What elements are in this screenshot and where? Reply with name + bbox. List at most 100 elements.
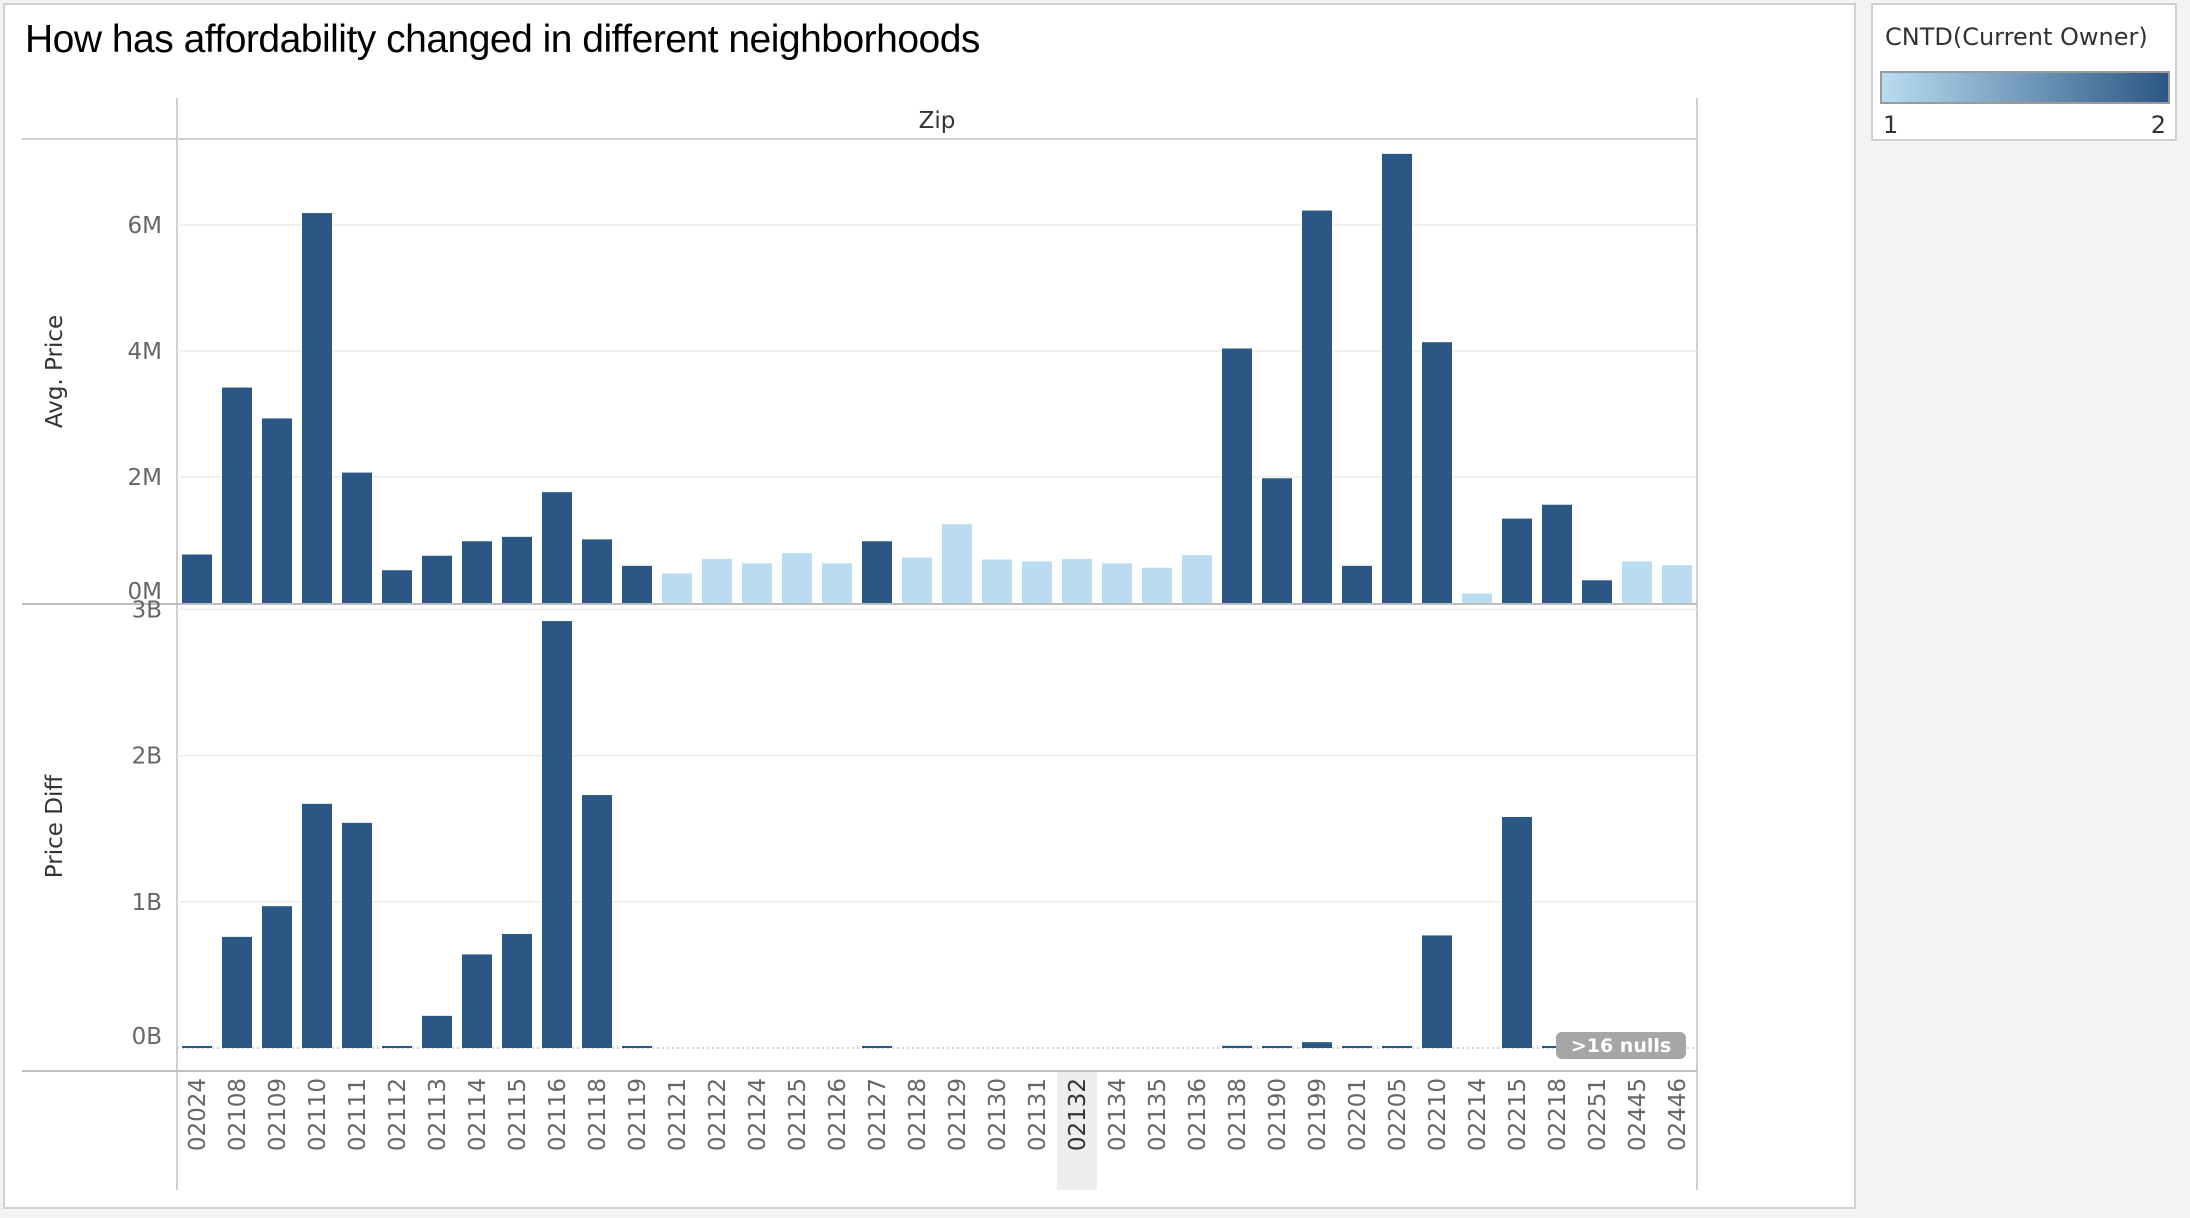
bar-02115 <box>502 933 532 1048</box>
bar-02205 <box>1382 153 1412 603</box>
x-tick-label: 02122 <box>705 1078 731 1151</box>
bar-02445 <box>1622 561 1652 603</box>
y-tick-label: 1B <box>132 890 162 916</box>
bar-02201 <box>1342 565 1372 603</box>
bar-02116 <box>542 621 572 1048</box>
bar-02205 <box>1382 1046 1412 1048</box>
bar-02138 <box>1222 348 1252 603</box>
bar-02113 <box>422 1015 452 1048</box>
x-tick-label: 02116 <box>545 1078 571 1151</box>
x-tick-label: 02134 <box>1105 1078 1131 1151</box>
x-tick-label: 02125 <box>785 1078 811 1151</box>
bar-02119 <box>622 565 652 603</box>
bar-chart[interactable]: Zip 0M 2M 4M 6M Avg. Price 0B 1B 2B 3B Price Diff >… <box>0 0 1860 1218</box>
y-axis-label: Avg. Price <box>42 315 68 428</box>
y-axis-label: Price Diff <box>42 774 68 879</box>
x-tick-label: 02210 <box>1425 1078 1451 1151</box>
x-tick-label: 02131 <box>1025 1078 1051 1151</box>
x-tick-label: 02205 <box>1385 1078 1411 1151</box>
x-tick-label: 02115 <box>505 1078 531 1151</box>
bar-02251 <box>1582 580 1612 603</box>
bar-02114 <box>462 541 492 603</box>
legend-title: CNTD(Current Owner) <box>1885 23 2148 51</box>
page-title: How has affordability changed in differe… <box>25 18 980 61</box>
bar-02108 <box>222 387 252 603</box>
x-tick-label: 02112 <box>385 1078 411 1151</box>
bar-02134 <box>1102 563 1132 603</box>
bar-02210 <box>1422 342 1452 603</box>
bar-02112 <box>382 1046 412 1048</box>
bar-02215 <box>1502 816 1532 1048</box>
bar-02190 <box>1262 1046 1292 1048</box>
bar-02129 <box>942 524 972 603</box>
x-tick-label: 02138 <box>1225 1078 1251 1151</box>
x-tick-label: 02132 <box>1065 1078 1091 1151</box>
y-tick-label: 4M <box>128 339 162 365</box>
legend-max-label: 2 <box>2150 111 2166 139</box>
y-tick-label: 2B <box>132 744 162 770</box>
bar-02108 <box>222 936 252 1048</box>
legend-gradient-bar <box>1880 71 2170 104</box>
x-tick-label: 02215 <box>1505 1078 1531 1151</box>
x-tick-label: 02121 <box>665 1078 691 1151</box>
bar-02190 <box>1262 478 1292 603</box>
bar-02218 <box>1542 504 1572 603</box>
x-tick-label: 02126 <box>825 1078 851 1151</box>
x-tick-label: 02024 <box>185 1078 211 1151</box>
x-tick-label: 02111 <box>345 1078 371 1151</box>
bar-02109 <box>262 906 292 1048</box>
x-tick-label: 02251 <box>1585 1078 1611 1151</box>
x-tick-label: 02130 <box>985 1078 1011 1151</box>
x-tick-label: 02129 <box>945 1078 971 1151</box>
x-tick-label: 02113 <box>425 1078 451 1151</box>
highlighted-column <box>1057 1072 1097 1190</box>
color-legend[interactable]: CNTD(Current Owner) 1 2 <box>1871 3 2177 141</box>
y-tick-label: 3B <box>132 597 162 623</box>
bar-02214 <box>1462 593 1492 603</box>
bar-02024 <box>182 1046 212 1048</box>
x-tick-label: 02110 <box>305 1078 331 1151</box>
bar-02199 <box>1302 1042 1332 1048</box>
bar-02112 <box>382 570 412 603</box>
column-header-zip: Zip <box>919 108 956 134</box>
legend-min-label: 1 <box>1883 111 1899 139</box>
bar-02124 <box>742 563 772 603</box>
bar-02130 <box>982 559 1012 603</box>
bar-02114 <box>462 954 492 1048</box>
bar-02201 <box>1342 1046 1372 1048</box>
bar-02138 <box>1222 1045 1252 1048</box>
x-tick-label: 02109 <box>265 1078 291 1151</box>
bar-02109 <box>262 418 292 603</box>
bar-02127 <box>862 541 892 603</box>
x-tick-label: 02118 <box>585 1078 611 1151</box>
y-tick-label: 2M <box>128 465 162 491</box>
nulls-indicator <box>1556 1032 1686 1059</box>
bar-02121 <box>662 573 692 603</box>
bar-02136 <box>1182 555 1212 603</box>
bar-02118 <box>582 795 612 1048</box>
bar-02115 <box>502 536 532 603</box>
x-tick-label: 02218 <box>1545 1078 1571 1151</box>
bar-02210 <box>1422 935 1452 1048</box>
bar-02111 <box>342 472 372 603</box>
bar-02127 <box>862 1046 892 1048</box>
bar-02122 <box>702 558 732 603</box>
bar-02110 <box>302 803 332 1048</box>
x-tick-label: 02124 <box>745 1078 771 1151</box>
x-tick-label: 02108 <box>225 1078 251 1151</box>
x-tick-label: 02128 <box>905 1078 931 1151</box>
x-tick-label: 02199 <box>1305 1078 1331 1151</box>
y-tick-label: 6M <box>128 213 162 239</box>
x-tick-label: 02446 <box>1665 1078 1691 1151</box>
bar-02116 <box>542 492 572 603</box>
bar-02128 <box>902 557 932 603</box>
bar-02110 <box>302 213 332 603</box>
x-tick-label: 02214 <box>1465 1078 1491 1151</box>
bar-02125 <box>782 553 812 603</box>
y-tick-label: 0B <box>132 1024 162 1050</box>
bar-02126 <box>822 563 852 603</box>
bar-02135 <box>1142 567 1172 603</box>
x-tick-label: 02127 <box>865 1078 891 1151</box>
bar-02215 <box>1502 518 1532 603</box>
x-tick-label: 02114 <box>465 1078 491 1151</box>
